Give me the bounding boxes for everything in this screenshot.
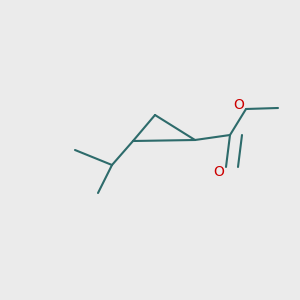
Text: O: O xyxy=(234,98,244,112)
Text: O: O xyxy=(214,165,224,179)
